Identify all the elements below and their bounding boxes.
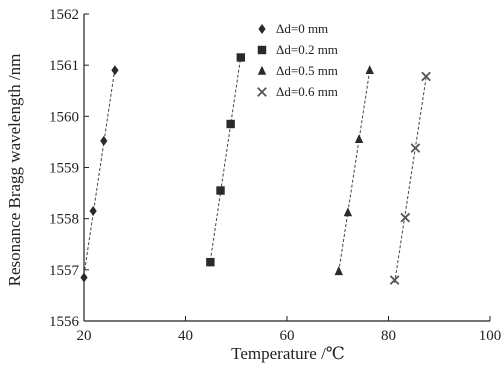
legend-marker [257,87,267,97]
y-tick-label: 1558 [49,212,79,228]
y-tick-label: 1557 [49,263,80,279]
fit-line [209,56,242,261]
data-point [389,275,400,285]
y-tick-label: 1561 [49,58,79,74]
y-axis-title: Resonance Bragg wavelength /nm [5,54,24,287]
data-point [365,65,374,74]
legend: Δd=0 mm Δd=0.2 mm Δd=0.5 mm Δd=0.6 mm [257,21,338,99]
data-point [89,205,97,216]
data-point [226,119,235,129]
data-point [206,257,215,267]
series-3 [334,65,374,276]
data-point [236,53,246,62]
fit-line [338,70,371,272]
series-1 [80,65,119,283]
series-4 [389,71,431,285]
y-tick-label: 1556 [49,314,80,330]
data-point [421,71,431,82]
plot-area [83,14,490,322]
cross-stroke [400,212,411,223]
y-tick-label: 1559 [49,161,79,177]
x-tick-label: 20 [77,328,92,344]
data-point [410,143,421,153]
x-axis: 20 40 60 80 100 [77,316,502,344]
cross-stroke [421,71,431,82]
legend-label: Δd=0.5 mm [276,63,338,78]
series-2 [206,53,246,267]
cross-stroke [389,275,400,285]
data-point [100,135,108,146]
data-point [400,212,411,223]
y-tick-label: 1560 [49,109,79,125]
legend-marker [258,24,266,34]
y-axis: 1556 1557 1558 1559 1560 1561 1562 [49,7,89,330]
data-point [334,266,343,276]
series-layer [80,53,431,285]
legend-marker [257,45,267,55]
data-point [216,186,225,195]
fit-line [83,68,116,275]
legend-label: Δd=0.6 mm [276,84,338,99]
x-axis-title: Temperature /℃ [231,344,345,363]
cross-stroke [257,87,267,97]
legend-label: Δd=0 mm [276,21,328,36]
data-point [111,65,119,76]
x-tick-label: 40 [178,328,193,344]
legend-label: Δd=0.2 mm [276,42,338,57]
x-tick-label: 60 [280,328,295,344]
x-tick-label: 100 [479,328,502,344]
fit-line [394,78,427,284]
x-tick-label: 80 [381,328,396,344]
legend-marker [257,65,267,75]
cross-stroke [410,143,421,153]
data-point [80,272,88,283]
data-point [354,134,364,144]
y-tick-label: 1562 [49,7,79,23]
data-point [343,207,353,217]
